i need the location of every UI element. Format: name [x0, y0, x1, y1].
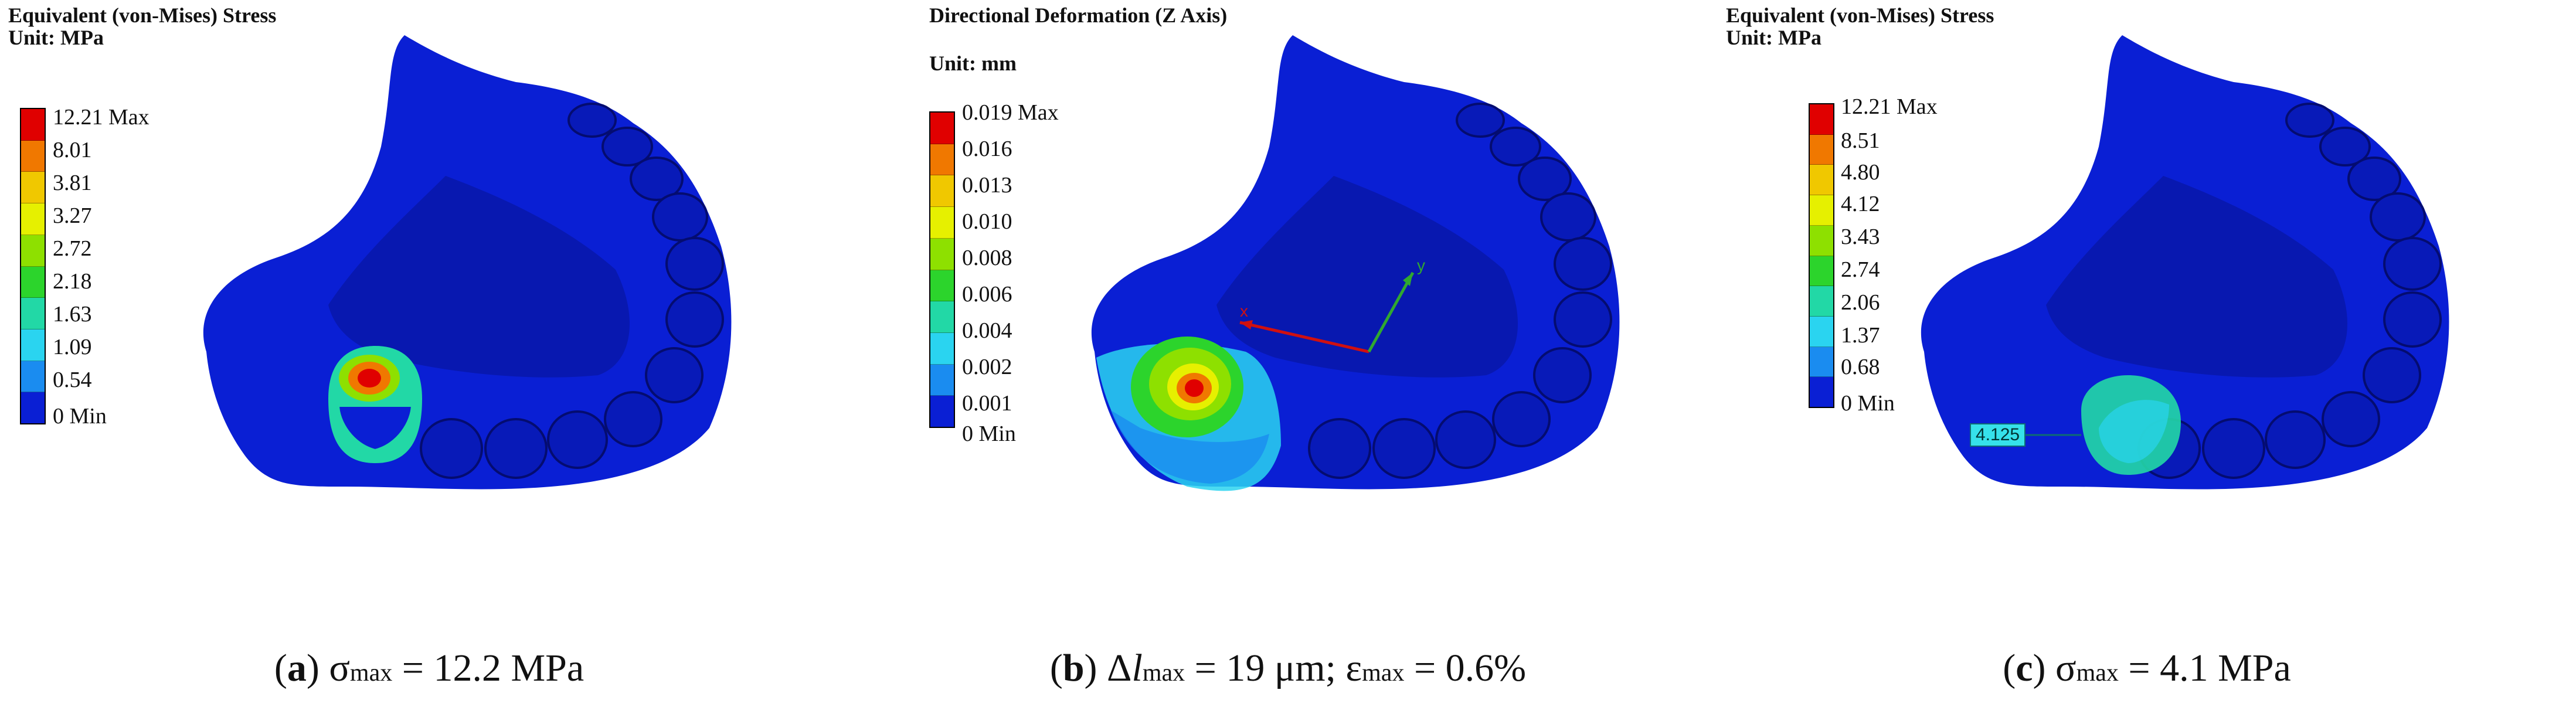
swatch-2: [1810, 134, 1833, 165]
swatch-6: [21, 266, 45, 298]
legend-label: 2.18: [53, 269, 92, 294]
legend-label: 4.12: [1841, 192, 1880, 216]
caption-a: (a) σmax = 12.2 MPa: [274, 647, 584, 689]
legend-label: 3.81: [53, 171, 92, 195]
legend-title: Equivalent (von-Mises) Stress: [8, 4, 277, 27]
legend-unit: Unit: MPa: [1726, 26, 1821, 49]
swatch-9: [930, 364, 954, 396]
legend-unit: Unit: MPa: [8, 26, 104, 49]
swatch-3: [21, 172, 45, 204]
legend-label: 0.001: [962, 391, 1012, 416]
swatch-1: [1810, 104, 1833, 135]
panel-c: Equivalent (von-Mises) Stress Unit: MPa …: [1718, 0, 2576, 717]
swatch-10: [930, 396, 954, 427]
panel-a: Equivalent (von-Mises) Stress Unit: MPa …: [0, 0, 858, 717]
caption-b: (b) Δlmax = 19 μm; εmax = 0.6%: [1049, 647, 1527, 689]
swatch-8: [1810, 316, 1833, 347]
color-scale-bar: [1809, 103, 1834, 408]
legend-label: 0.002: [962, 355, 1012, 379]
legend-label: 1.37: [1841, 323, 1880, 348]
swatch-10: [1810, 377, 1833, 407]
swatch-8: [21, 329, 45, 361]
swatch-3: [1810, 165, 1833, 196]
legend-label: 8.51: [1841, 128, 1880, 153]
deformation-region-b: [1096, 337, 1281, 491]
legend-label: 0.008: [962, 246, 1012, 270]
implant-stress-c: [2081, 375, 2181, 475]
legend-label: 0.019 Max: [962, 100, 1059, 125]
legend-label: 12.21 Max: [53, 105, 149, 130]
legend-label: 0.006: [962, 282, 1012, 307]
legend-title: Directional Deformation (Z Axis): [929, 4, 1228, 27]
swatch-1: [930, 113, 954, 144]
legend-title: Equivalent (von-Mises) Stress: [1726, 4, 1994, 27]
legend-label: 12.21 Max: [1841, 94, 1938, 119]
legend-label: 0.010: [962, 209, 1012, 234]
swatch-5: [21, 235, 45, 267]
legend-label: 0.013: [962, 173, 1012, 198]
swatch-4: [930, 207, 954, 239]
swatch-1: [21, 109, 45, 141]
implant-stress-a: [328, 346, 422, 463]
swatch-7: [930, 301, 954, 333]
caption-c: (c) σmax = 4.1 MPa: [2003, 647, 2291, 689]
swatch-10: [21, 392, 45, 424]
swatch-5: [930, 238, 954, 270]
legend-label: 0.54: [53, 368, 92, 392]
legend-label: 1.09: [53, 335, 92, 359]
swatch-6: [930, 270, 954, 302]
panel-b: x y Directional Deformation (Z Axis) Uni…: [859, 0, 1717, 717]
legend-label: 3.27: [53, 203, 92, 228]
swatch-7: [21, 298, 45, 329]
legend-label: 0.004: [962, 318, 1012, 343]
swatch-7: [1810, 286, 1833, 317]
swatch-2: [21, 140, 45, 172]
jaw-model-c: [1921, 35, 2449, 490]
swatch-4: [1810, 195, 1833, 226]
swatch-3: [930, 175, 954, 208]
jaw-model-b: x y: [1091, 35, 1620, 491]
legend-label: 2.06: [1841, 290, 1880, 315]
swatch-4: [21, 203, 45, 235]
legend-label: 0.68: [1841, 355, 1880, 379]
legend-label: 2.72: [53, 236, 92, 261]
legend-label: 1.63: [53, 302, 92, 327]
legend-label: 2.74: [1841, 257, 1880, 282]
legend-label: 0 Min: [1841, 391, 1895, 416]
swatch-6: [1810, 256, 1833, 287]
probe-label: 4.125: [1970, 423, 2026, 447]
axis-label-x: x: [1240, 302, 1248, 320]
legend-label: 4.80: [1841, 160, 1880, 185]
legend-label: 0 Min: [962, 422, 1016, 446]
legend-label: 0 Min: [53, 404, 107, 429]
palate-shadow: [1216, 176, 1518, 378]
swatch-2: [930, 144, 954, 176]
coordinate-axes: [1239, 271, 1415, 354]
palate-shadow: [2046, 176, 2347, 378]
swatch-9: [1810, 346, 1833, 378]
color-scale-bar: [929, 111, 955, 428]
legend-label: 8.01: [53, 138, 92, 162]
swatch-9: [21, 361, 45, 393]
legend-label: 3.43: [1841, 225, 1880, 249]
swatch-8: [930, 332, 954, 365]
jaw-model-a: [203, 35, 732, 490]
legend-unit: Unit: mm: [929, 52, 1017, 75]
axis-label-y: y: [1417, 256, 1425, 274]
legend-label: 0.016: [962, 137, 1012, 161]
color-scale-bar: [20, 108, 46, 424]
swatch-5: [1810, 225, 1833, 256]
palate-shadow: [328, 176, 630, 378]
